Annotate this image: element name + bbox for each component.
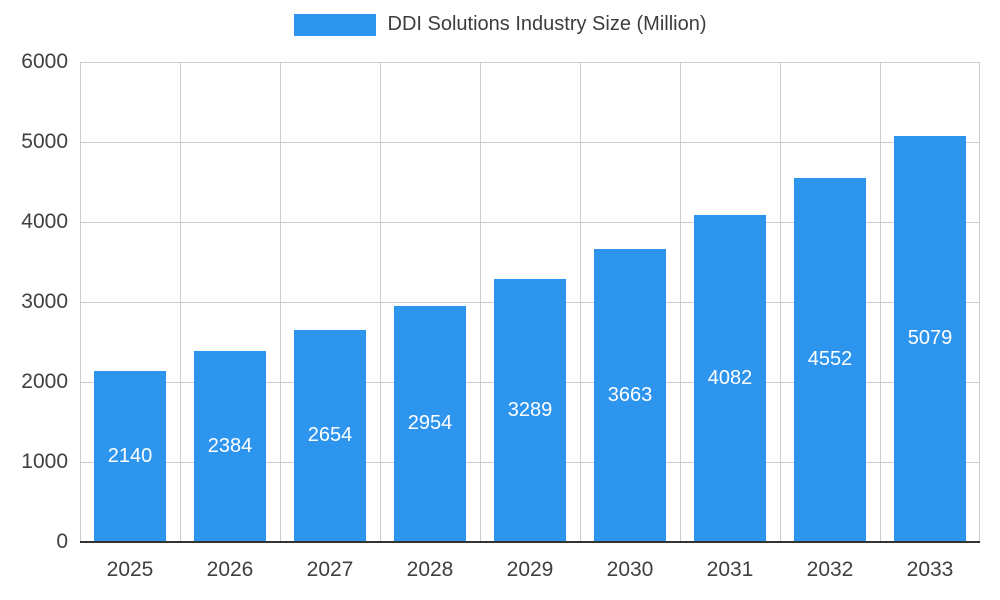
bar-2025: 2140 xyxy=(94,370,166,542)
bar-2033: 5079 xyxy=(894,135,966,542)
x-gridline xyxy=(680,62,681,542)
x-axis-baseline xyxy=(80,541,980,543)
y-tick-label: 6000 xyxy=(21,50,68,73)
x-gridline xyxy=(480,62,481,542)
bar-2031: 4082 xyxy=(694,215,766,542)
x-tick-label: 2025 xyxy=(106,558,154,581)
x-tick-label: 2029 xyxy=(506,558,554,581)
y-gridline xyxy=(80,142,980,143)
bar-2028: 2954 xyxy=(394,305,466,542)
plot-area: 0 1000 2000 3000 4000 5000 6000 2140 2025 2384 202… xyxy=(21,50,980,581)
legend-label: DDI Solutions Industry Size (Million) xyxy=(387,13,707,35)
x-tick-label: 2026 xyxy=(206,558,254,581)
y-tick-label: 3000 xyxy=(21,290,68,313)
y-gridline xyxy=(80,62,980,63)
bar-value-label: 4552 xyxy=(807,348,853,371)
bar-value-label: 2954 xyxy=(407,412,453,435)
x-gridline xyxy=(80,62,81,542)
x-tick-label: 2030 xyxy=(606,558,654,581)
legend-swatch xyxy=(293,13,376,36)
x-tick-label: 2033 xyxy=(906,558,954,581)
y-tick-label: 5000 xyxy=(21,130,68,153)
x-tick-label: 2032 xyxy=(806,558,854,581)
y-tick-label: 4000 xyxy=(21,210,68,233)
x-gridline xyxy=(979,62,980,542)
bar-2026: 2384 xyxy=(194,351,266,542)
bar-value-label: 2384 xyxy=(207,435,253,458)
bar-value-label: 5079 xyxy=(907,327,953,350)
x-gridline xyxy=(580,62,581,542)
chart-legend: DDI Solutions Industry Size (Million) xyxy=(0,13,1000,36)
y-tick-label: 0 xyxy=(56,530,68,553)
bar-value-label: 4082 xyxy=(707,367,753,390)
x-gridline xyxy=(880,62,881,542)
x-tick-label: 2027 xyxy=(306,558,354,581)
bar-value-label: 2140 xyxy=(107,444,153,467)
x-gridline xyxy=(280,62,281,542)
y-tick-label: 2000 xyxy=(21,370,68,393)
x-gridline xyxy=(780,62,781,542)
x-tick-label: 2031 xyxy=(706,558,754,581)
bar-2027: 2654 xyxy=(294,329,366,542)
bar-value-label: 2654 xyxy=(307,424,353,447)
bar-value-label: 3663 xyxy=(607,383,653,406)
bar-value-label: 3289 xyxy=(507,398,553,421)
y-gridline xyxy=(80,222,980,223)
y-tick-label: 1000 xyxy=(21,450,68,473)
bar-2030: 3663 xyxy=(594,248,666,542)
bar-2032: 4552 xyxy=(794,177,866,542)
x-gridline xyxy=(180,62,181,542)
bar-2029: 3289 xyxy=(494,278,566,542)
x-gridline xyxy=(380,62,381,542)
x-tick-label: 2028 xyxy=(406,558,454,581)
